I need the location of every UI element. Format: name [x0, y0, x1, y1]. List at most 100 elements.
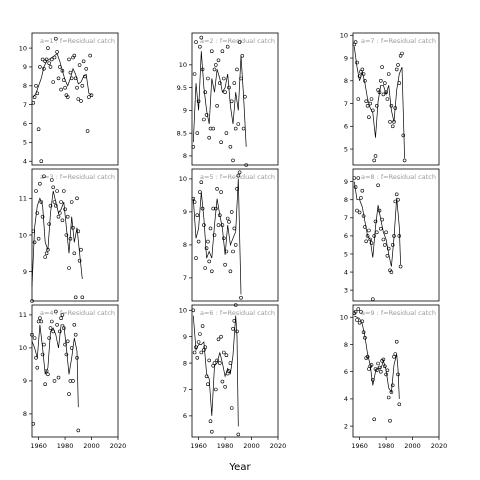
data-point	[367, 367, 371, 371]
data-point	[394, 192, 399, 197]
data-point	[35, 365, 40, 370]
data-point	[57, 211, 62, 215]
data-point	[365, 354, 370, 359]
data-point	[232, 81, 237, 85]
data-point	[390, 383, 395, 388]
y-tick-label: 9.5	[177, 84, 187, 92]
data-point	[227, 220, 231, 224]
data-point	[394, 67, 399, 72]
data-point	[232, 226, 237, 231]
data-point	[374, 368, 379, 373]
panel: a=8 : f=Residual catch 3 4 5 6 7 8 9	[344, 168, 440, 302]
data-point	[63, 342, 67, 347]
data-point	[364, 99, 369, 104]
data-point	[196, 239, 201, 244]
data-point	[380, 65, 384, 69]
data-point	[240, 53, 245, 58]
data-point	[382, 243, 387, 247]
data-point	[393, 199, 398, 204]
data-point	[212, 233, 217, 237]
data-point	[43, 255, 48, 259]
y-tick-label: 5	[344, 145, 348, 153]
data-point	[68, 379, 73, 383]
data-point	[199, 35, 204, 40]
data-point	[204, 246, 209, 250]
data-point	[233, 243, 238, 247]
data-point	[38, 181, 42, 186]
data-point	[361, 330, 366, 335]
data-point	[231, 249, 235, 254]
data-point	[208, 126, 213, 131]
data-point	[363, 335, 367, 340]
panel-frame	[352, 304, 440, 438]
data-point	[361, 72, 366, 76]
data-point	[219, 140, 223, 144]
data-point	[84, 67, 88, 71]
data-point	[46, 372, 50, 377]
data-point	[63, 85, 67, 90]
panel: a=7 : f=Residual catch 5 6 7 8 9 10	[340, 32, 440, 166]
data-point	[34, 189, 38, 193]
data-point	[198, 332, 202, 336]
data-point	[46, 247, 50, 252]
data-point	[368, 237, 373, 242]
data-point	[372, 417, 377, 422]
data-point	[83, 74, 87, 79]
x-tick-label: 2020	[431, 442, 448, 450]
fitted-line	[33, 53, 92, 98]
data-point	[67, 57, 71, 62]
data-point	[220, 49, 225, 54]
data-point	[39, 319, 44, 324]
data-point	[370, 297, 375, 302]
data-point	[370, 377, 375, 382]
data-point	[59, 200, 63, 204]
data-point	[35, 91, 40, 96]
data-point	[46, 46, 50, 50]
data-point	[212, 67, 217, 72]
data-point	[227, 85, 231, 90]
data-point	[389, 390, 394, 394]
panel: a=1 : f=Residual catch 4 5 6 7 8 9 10	[19, 32, 119, 166]
data-point	[374, 230, 379, 235]
data-point	[363, 79, 367, 83]
data-point	[63, 207, 67, 212]
data-point	[192, 72, 197, 76]
y-tick-label: 8	[344, 196, 348, 204]
fitted-line	[31, 190, 83, 287]
data-point	[192, 200, 197, 204]
data-point	[55, 322, 59, 327]
data-point	[34, 84, 38, 88]
y-tick-label: 6	[23, 120, 27, 128]
y-tick-label: 11	[19, 311, 27, 319]
data-point	[199, 350, 204, 355]
y-tick-label: 4	[344, 395, 348, 403]
y-tick-label: 5	[344, 250, 348, 258]
data-point	[372, 158, 377, 163]
fitted-line	[192, 178, 242, 295]
data-point	[357, 320, 362, 325]
data-point	[214, 63, 218, 67]
data-point	[60, 68, 65, 73]
x-tick-label: 1960	[351, 442, 368, 450]
data-point	[49, 319, 54, 324]
data-point	[36, 236, 41, 241]
data-point	[229, 99, 234, 104]
data-point	[55, 50, 59, 54]
data-point	[228, 269, 233, 274]
data-point	[224, 353, 229, 358]
data-point	[72, 53, 77, 58]
data-point	[202, 223, 206, 227]
data-point	[220, 379, 225, 384]
panel-frame	[352, 32, 440, 166]
data-point	[360, 67, 365, 72]
data-point	[401, 133, 406, 138]
data-point	[386, 395, 391, 400]
panel-frame	[352, 168, 440, 302]
data-point	[67, 266, 71, 270]
data-point	[48, 203, 53, 208]
fitted-line	[31, 324, 79, 408]
data-point	[42, 342, 46, 347]
data-point	[39, 200, 44, 204]
